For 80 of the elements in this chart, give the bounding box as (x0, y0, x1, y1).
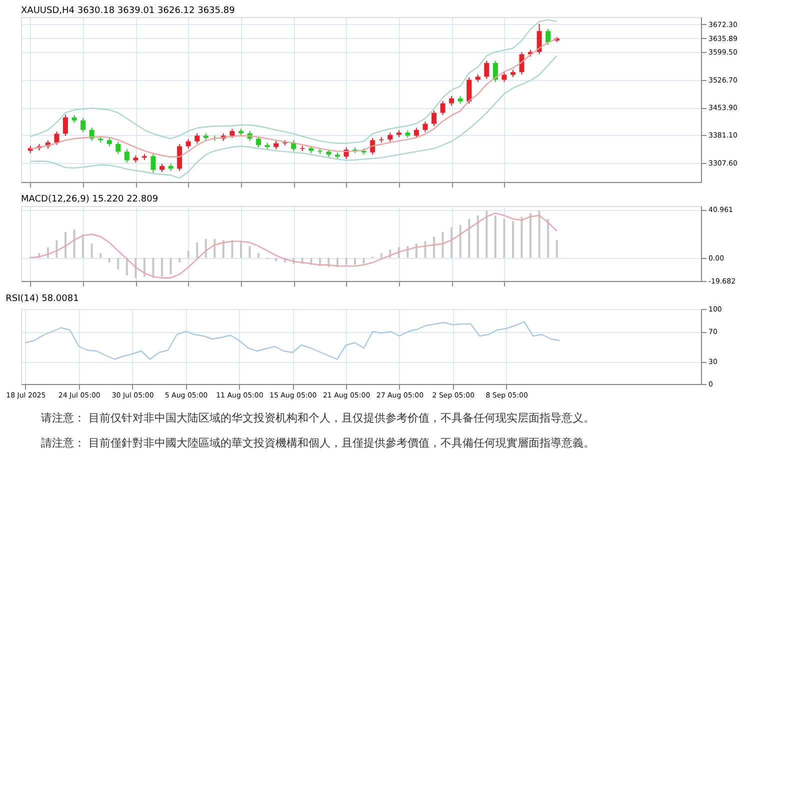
bar (73, 230, 76, 258)
bar (494, 215, 496, 258)
bar (248, 246, 251, 258)
candlestick (116, 141, 121, 154)
text: 请注意： 目前仅针对非中国大陆区域的华文投资机构和个人，且仅提供参考价值，不具备任何现实层面指导意义。 (41, 412, 594, 424)
bar (90, 244, 93, 258)
bar (503, 218, 506, 258)
candlestick (256, 136, 262, 148)
candlestick (177, 143, 182, 172)
candlestick (492, 60, 498, 83)
line-series (24, 321, 560, 360)
candlestick (194, 132, 200, 144)
bar (143, 258, 146, 277)
candlestick (388, 132, 393, 142)
bar (117, 258, 120, 270)
candlestick (422, 121, 428, 133)
bar (187, 250, 190, 258)
bar (450, 227, 453, 258)
bar (170, 258, 172, 274)
candlestick (546, 28, 551, 46)
bar (486, 210, 488, 258)
bar (100, 253, 102, 258)
bar (64, 232, 66, 258)
bar (556, 240, 558, 258)
candlestick (519, 51, 524, 75)
candlestick (449, 96, 454, 106)
candlestick (414, 127, 419, 138)
bar (459, 224, 462, 258)
bar (82, 234, 84, 258)
candlestick (440, 100, 446, 116)
bar (442, 232, 444, 258)
bar (108, 258, 110, 263)
bar (152, 258, 154, 278)
chart-title: RSI(14) 58.0081 (6, 294, 79, 304)
bar (512, 221, 514, 258)
line-series (30, 55, 558, 179)
candlestick (432, 110, 436, 127)
candlestick (124, 148, 130, 164)
bar (354, 258, 356, 265)
candlestick (502, 72, 507, 83)
bar (240, 241, 242, 258)
bar (530, 213, 532, 258)
bar (126, 258, 128, 276)
bar (345, 258, 348, 265)
candlestick (230, 128, 235, 138)
line-series (30, 19, 558, 144)
bar (178, 258, 181, 263)
text: 請注意： 目前僅針對非中國大陸區域的華文投資機構和個人，且僅提供參考價值，不具備任何現實層面指導意義。 (41, 436, 594, 450)
bar (520, 216, 523, 258)
bar (362, 258, 365, 264)
chart-title: XAUUSD,H4 3630.18 3639.01 3626.12 3635.89 (21, 6, 236, 16)
bar (196, 242, 198, 258)
bar (214, 238, 216, 258)
bar (258, 253, 260, 258)
bar (380, 253, 382, 258)
chart-title: MACD(12,26,9) 15.220 22.809 (21, 194, 158, 205)
bar (424, 241, 426, 258)
bar (204, 238, 207, 258)
candlestick (186, 138, 191, 150)
candlestick (80, 118, 86, 133)
bar (222, 240, 224, 258)
candlestick (370, 137, 376, 156)
bar (415, 244, 418, 258)
bar (538, 210, 540, 258)
candlestick (62, 114, 68, 136)
bar (433, 236, 435, 258)
bar (476, 215, 479, 258)
bar (56, 240, 58, 258)
bar (134, 258, 137, 278)
candlestick (466, 76, 472, 104)
bar (468, 218, 470, 258)
bar (161, 258, 163, 277)
line-series (30, 212, 558, 278)
candlestick (150, 153, 156, 174)
bar (231, 240, 234, 258)
candlestick (536, 23, 542, 55)
bar (275, 258, 278, 262)
candlestick (484, 60, 490, 80)
candlestick (54, 130, 60, 146)
bar (547, 218, 550, 258)
